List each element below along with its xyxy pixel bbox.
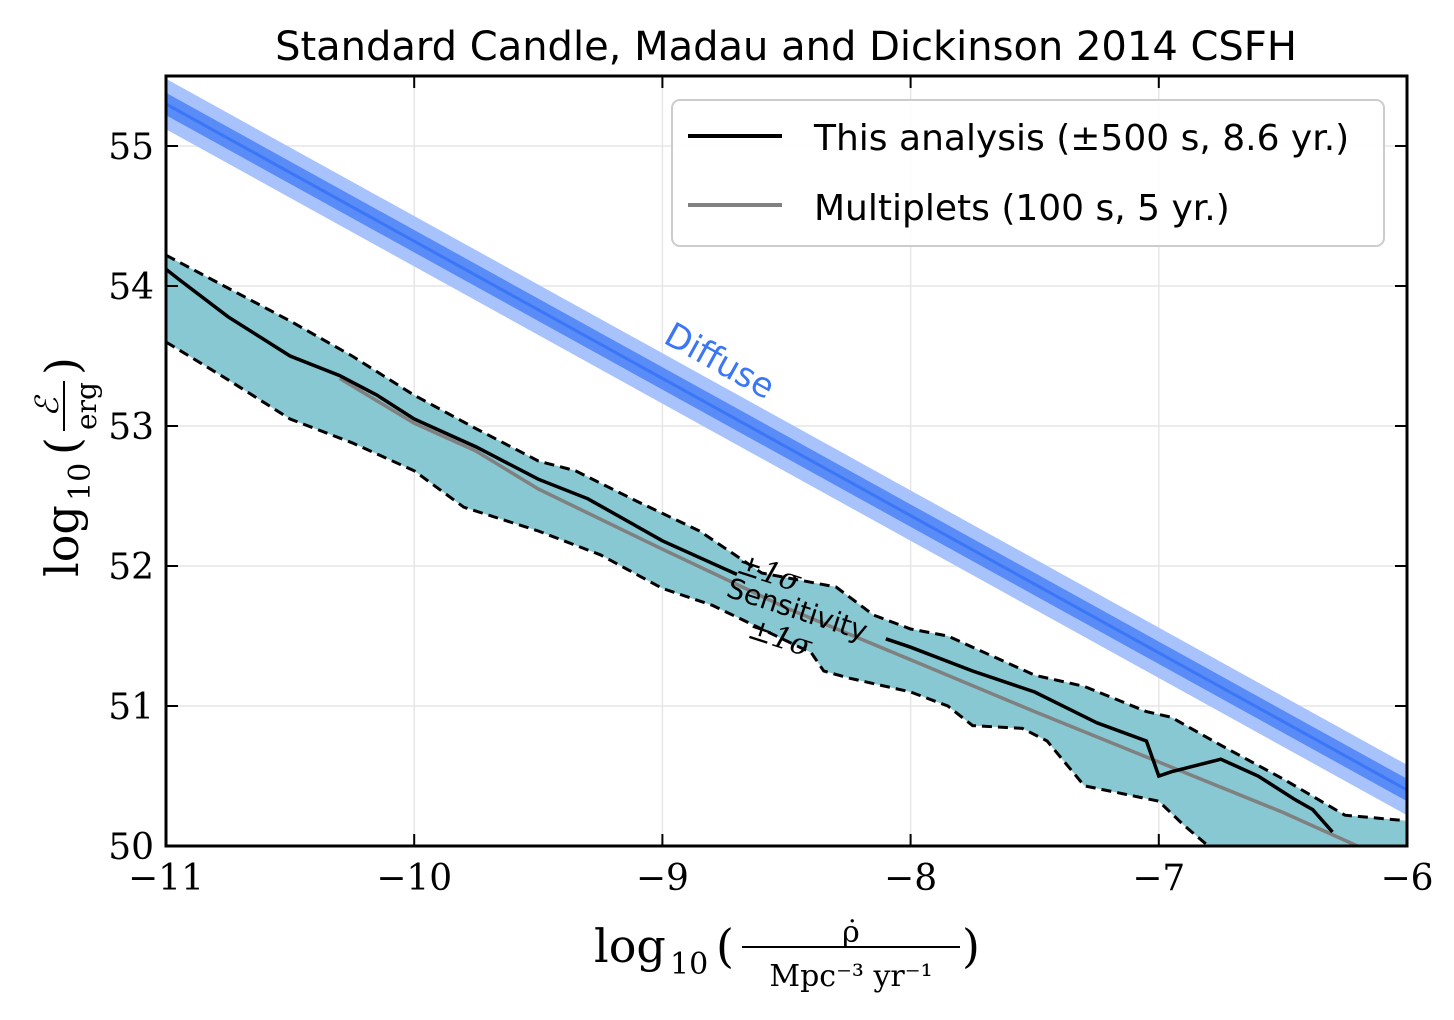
svg-text:Mpc⁻³ yr⁻¹: Mpc⁻³ yr⁻¹ (769, 959, 932, 994)
svg-text:ρ̇: ρ̇ (842, 915, 860, 950)
svg-text:erg: erg (70, 382, 103, 430)
x-tick-label: −8 (884, 858, 937, 899)
svg-text:ℰ: ℰ (28, 394, 66, 417)
svg-text:log: log (594, 919, 666, 973)
bands-layer (166, 78, 1407, 846)
x-axis-label: log 10 ( ρ̇ Mpc⁻³ yr⁻¹ ) (594, 915, 980, 994)
x-tick-label: −6 (1380, 858, 1433, 899)
tick-labels-layer: −11 −10 −9 −8 −7 −6 50 51 52 53 54 55 (108, 127, 1433, 899)
plot-frame (164, 74, 1409, 848)
y-axis-label: log 10 ( ℰ erg ) (28, 357, 103, 577)
lines-layer (166, 253, 1407, 846)
y-tick-label: 53 (108, 407, 154, 448)
svg-text:10: 10 (670, 947, 708, 982)
y-tick-label: 51 (108, 687, 154, 728)
legend: This analysis (±500 s, 8.6 yr.) Multiple… (671, 99, 1385, 247)
sensitivity-band (166, 255, 1407, 846)
y-tick-label: 55 (108, 127, 154, 168)
sensitivity-lower-line (166, 340, 1210, 846)
this-analysis-line (166, 267, 738, 576)
y-tick-label: 52 (108, 547, 154, 588)
x-tick-label: −11 (128, 858, 204, 899)
legend-label-multiplets: Multiplets (100 s, 5 yr.) (814, 188, 1230, 229)
legend-box (671, 99, 1385, 247)
x-tick-label: −9 (636, 858, 689, 899)
y-tick-label: 54 (108, 267, 154, 308)
svg-text:log: log (35, 505, 89, 577)
svg-text:10: 10 (63, 463, 98, 501)
y-tick-label: 50 (108, 827, 154, 868)
x-tick-label: −10 (376, 858, 452, 899)
svg-text:): ) (962, 919, 980, 973)
this-analysis-line-segment2 (885, 637, 1334, 834)
diffuse-line (166, 102, 1407, 792)
svg-text:(: ( (35, 437, 89, 455)
chart-title: Standard Candle, Madau and Dickinson 201… (275, 24, 1297, 70)
multiplets-line (338, 376, 1366, 846)
svg-text:(: ( (716, 919, 734, 973)
legend-label-this-analysis: This analysis (±500 s, 8.6 yr.) (813, 118, 1349, 159)
x-tick-label: −7 (1132, 858, 1185, 899)
ticks-layer (165, 76, 1408, 847)
svg-text:): ) (35, 357, 89, 375)
